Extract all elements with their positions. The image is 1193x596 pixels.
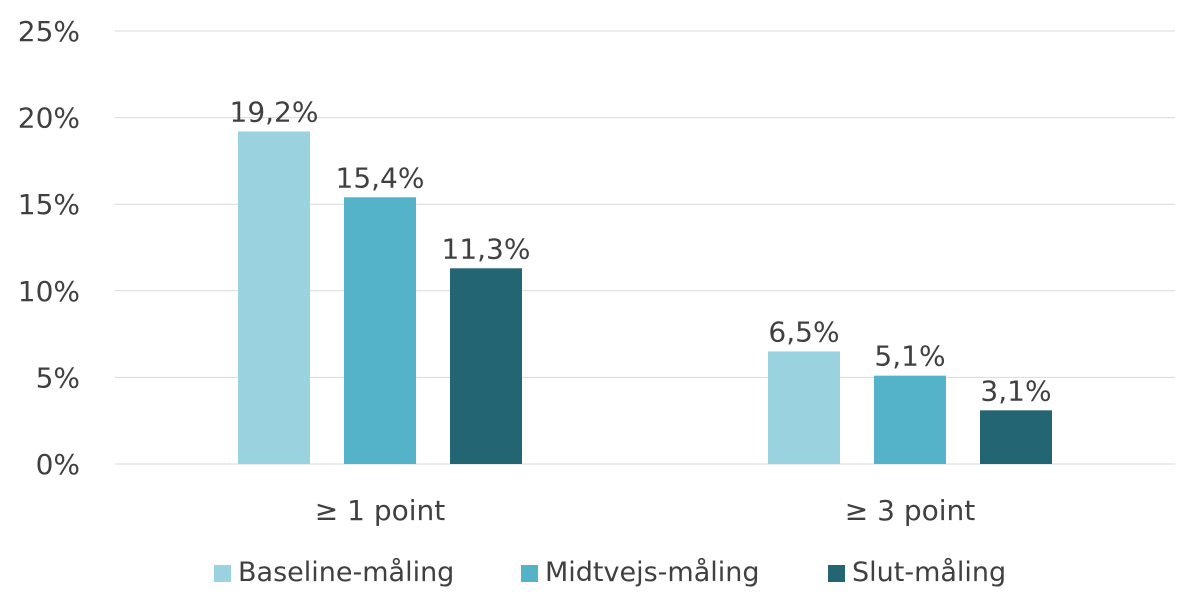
bar-midtvejs-måling: [344, 197, 416, 464]
legend: Baseline-måling Midtvejs-måling Slut-målin…: [214, 557, 1006, 588]
legend-label: Slut-måling: [852, 557, 1006, 588]
bar-midtvejs-måling: [874, 375, 946, 464]
data-labels: 19,2% 15,4% 11,3% 6,5% 5,1% 3,1%: [230, 95, 1052, 407]
y-tick-label: 25%: [18, 15, 80, 48]
category-label: ≥ 1 point: [315, 494, 446, 527]
y-tick-label: 0%: [36, 448, 80, 481]
y-tick-label: 20%: [18, 102, 80, 135]
y-tick-label: 15%: [18, 188, 80, 221]
data-label: 6,5%: [768, 315, 839, 348]
data-label: 19,2%: [230, 95, 319, 128]
y-tick-label: 10%: [18, 275, 80, 308]
bar-baseline-måling: [768, 351, 840, 464]
category-label: ≥ 3 point: [845, 494, 976, 527]
x-axis-categories: ≥ 1 point ≥ 3 point: [315, 494, 976, 527]
legend-label: Midtvejs-måling: [545, 557, 760, 588]
data-label: 11,3%: [442, 232, 531, 265]
legend-swatch: [828, 565, 845, 582]
bar-baseline-måling: [238, 131, 310, 464]
legend-swatch: [521, 565, 538, 582]
legend-swatch: [214, 565, 231, 582]
y-axis-ticks: 0% 5% 10% 15% 20% 25%: [18, 15, 80, 481]
data-label: 15,4%: [336, 161, 425, 194]
bar-slut-måling: [980, 410, 1052, 464]
bar-slut-måling: [450, 268, 522, 464]
legend-label: Baseline-måling: [238, 557, 454, 588]
y-tick-label: 5%: [36, 361, 80, 394]
data-label: 5,1%: [874, 340, 945, 373]
bars: [238, 131, 1052, 464]
data-label: 3,1%: [980, 374, 1051, 407]
